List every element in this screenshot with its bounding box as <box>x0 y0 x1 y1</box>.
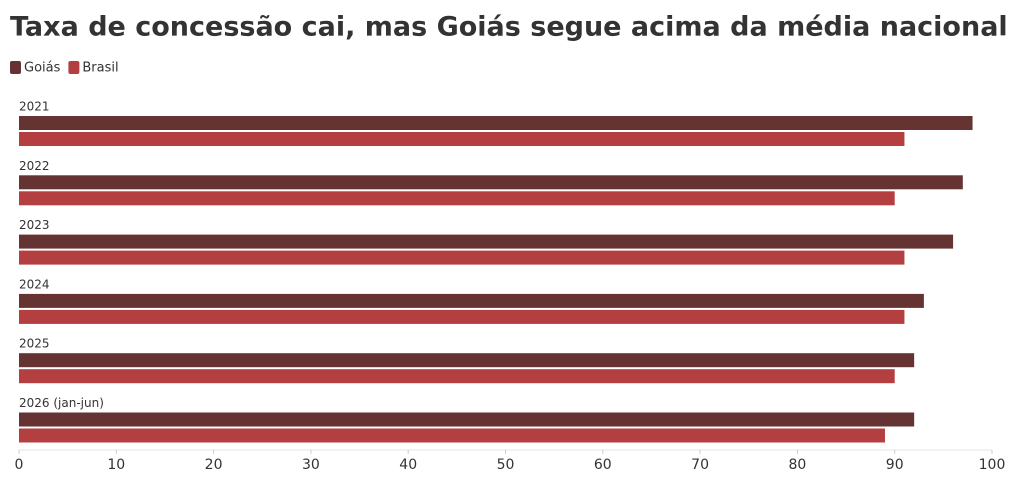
category-label: 2023 <box>19 218 50 232</box>
bar <box>19 234 954 249</box>
bar <box>19 191 895 206</box>
x-tick-label: 70 <box>691 457 709 473</box>
bar <box>19 369 895 384</box>
bar <box>19 428 885 443</box>
x-tick-label: 60 <box>594 457 612 473</box>
bar <box>19 412 915 427</box>
x-tick-label: 90 <box>886 457 904 473</box>
bar <box>19 116 973 130</box>
category-label: 2026 (jan-jun) <box>19 396 104 410</box>
category-label: 2021 <box>19 100 50 114</box>
x-tick-label: 50 <box>497 457 515 473</box>
chart-title: Taxa de concessão cai, mas Goiás segue a… <box>10 12 1008 43</box>
legend-swatch <box>68 61 80 74</box>
bar <box>19 250 905 265</box>
x-tick-label: 40 <box>399 457 417 473</box>
bar <box>19 175 963 190</box>
legend-swatch <box>10 61 21 74</box>
category-label: 2025 <box>19 337 50 351</box>
x-tick-label: 0 <box>15 457 24 473</box>
category-label: 2024 <box>19 277 50 291</box>
x-tick-label: 10 <box>107 457 125 473</box>
x-tick-label: 30 <box>302 457 320 473</box>
bar <box>19 309 905 324</box>
bar <box>19 132 905 146</box>
x-tick-label: 80 <box>788 457 806 473</box>
x-tick-label: 20 <box>205 457 223 473</box>
legend-label: Brasil <box>82 61 118 76</box>
x-tick-label: 100 <box>979 457 1006 473</box>
bar <box>19 353 915 368</box>
legend-label: Goiás <box>24 61 61 76</box>
category-label: 2022 <box>19 159 50 173</box>
bar <box>19 293 924 308</box>
